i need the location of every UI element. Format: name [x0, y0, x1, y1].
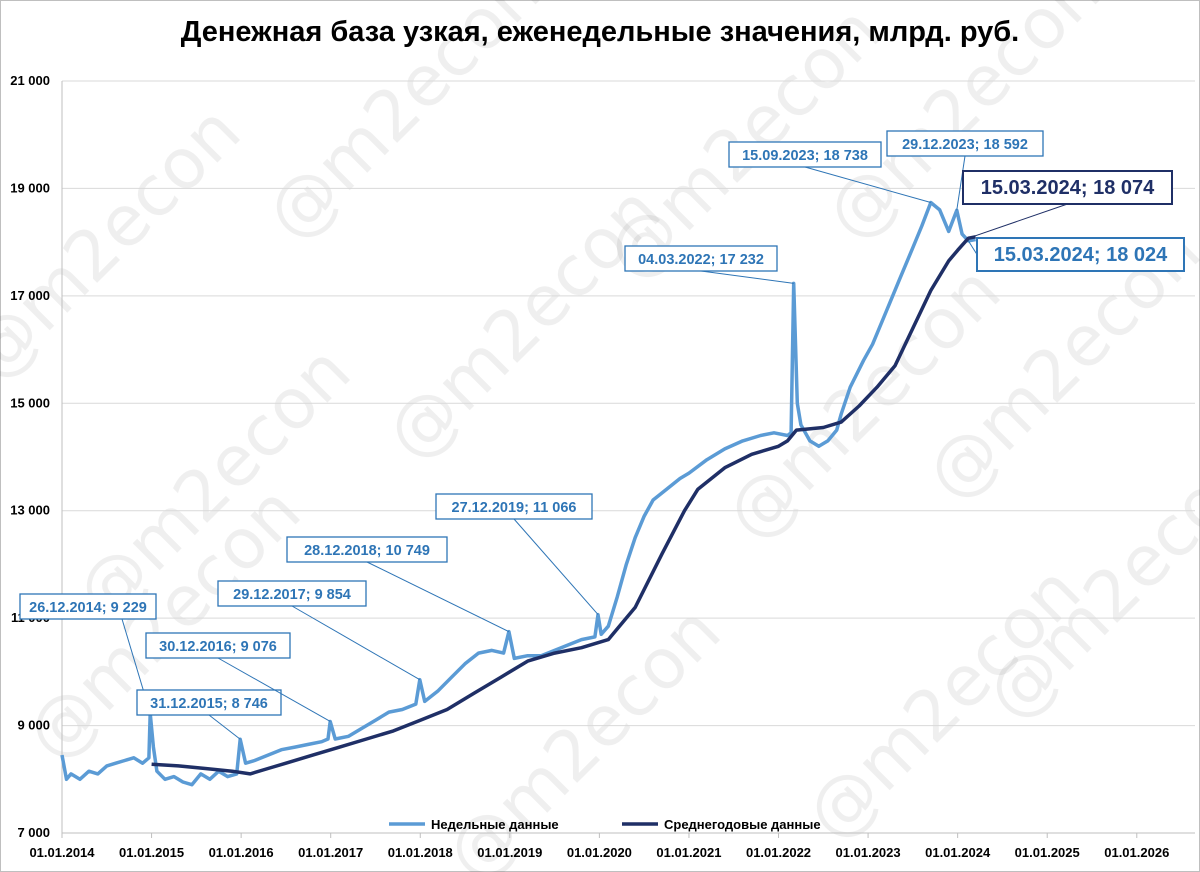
callout-leader	[968, 203, 1068, 239]
callout-box	[728, 141, 882, 168]
callout-leader	[366, 561, 510, 633]
x-tick-label: 01.01.2014	[29, 845, 95, 860]
callout-box	[435, 493, 593, 520]
y-tick-label: 9 000	[17, 718, 50, 733]
callout-leader	[208, 714, 241, 740]
callout-label: 15.03.2024; 18 074	[981, 177, 1155, 199]
callout-leader	[804, 166, 931, 203]
watermark-text: @m2econ	[0, 90, 256, 397]
callout-box	[286, 536, 448, 563]
x-tick-label: 01.01.2022	[746, 845, 811, 860]
callout-leader	[956, 155, 966, 211]
chart-title: Денежная база узкая, еженедельные значен…	[180, 16, 1020, 48]
y-tick-label: 13 000	[10, 503, 50, 518]
x-tick-label: 01.01.2021	[656, 845, 721, 860]
x-tick-label: 01.01.2018	[388, 845, 453, 860]
callout-box	[217, 580, 367, 607]
callout-label: 29.12.2023; 18 592	[902, 137, 1028, 153]
callout-label: 31.12.2015; 8 746	[150, 696, 268, 712]
x-tick-label: 01.01.2017	[298, 845, 363, 860]
callout-label: 28.12.2018; 10 749	[304, 543, 430, 559]
callout-leader	[700, 270, 794, 284]
callout-label: 15.03.2024; 18 024	[994, 244, 1168, 266]
x-tick-label: 01.01.2026	[1104, 845, 1169, 860]
callout-leader	[291, 605, 421, 681]
callout-label: 27.12.2019; 11 066	[452, 500, 577, 516]
x-tick-label: 01.01.2025	[1015, 845, 1080, 860]
series-line-annual	[151, 235, 976, 776]
y-tick-label: 15 000	[10, 395, 50, 410]
x-tick-label: 01.01.2015	[119, 845, 184, 860]
x-tick-label: 01.01.2023	[836, 845, 901, 860]
y-tick-label: 19 000	[10, 180, 50, 195]
callout-label: 26.12.2014; 9 229	[29, 600, 147, 616]
callout-label: 29.12.2017; 9 854	[233, 587, 351, 603]
y-tick-label: 7 000	[17, 825, 50, 840]
y-tick-label: 17 000	[10, 288, 50, 303]
callout-leader	[513, 518, 599, 615]
callout-box	[145, 632, 291, 659]
x-tick-label: 01.01.2016	[209, 845, 274, 860]
y-tick-label: 21 000	[10, 73, 50, 88]
callout-label: 30.12.2016; 9 076	[159, 639, 277, 655]
callout-label: 15.09.2023; 18 738	[742, 148, 868, 164]
legend-label: Среднегодовые данные	[664, 817, 821, 832]
x-tick-label: 01.01.2019	[477, 845, 542, 860]
callout-box	[962, 170, 1173, 205]
callout-label: 04.03.2022; 17 232	[638, 252, 764, 268]
callout-box	[624, 245, 778, 272]
x-tick-label: 01.01.2024	[925, 845, 991, 860]
series-line-weekly	[60, 200, 976, 787]
callout-box	[976, 237, 1185, 272]
callout-leader	[217, 657, 331, 722]
watermark-text: @m2econ	[250, 0, 557, 256]
callout-leader	[967, 240, 978, 255]
callout-box	[19, 593, 157, 620]
callout-box	[136, 689, 282, 716]
x-tick-label: 01.01.2020	[567, 845, 632, 860]
callout-box	[886, 130, 1044, 157]
legend-label: Недельные данные	[431, 817, 559, 832]
